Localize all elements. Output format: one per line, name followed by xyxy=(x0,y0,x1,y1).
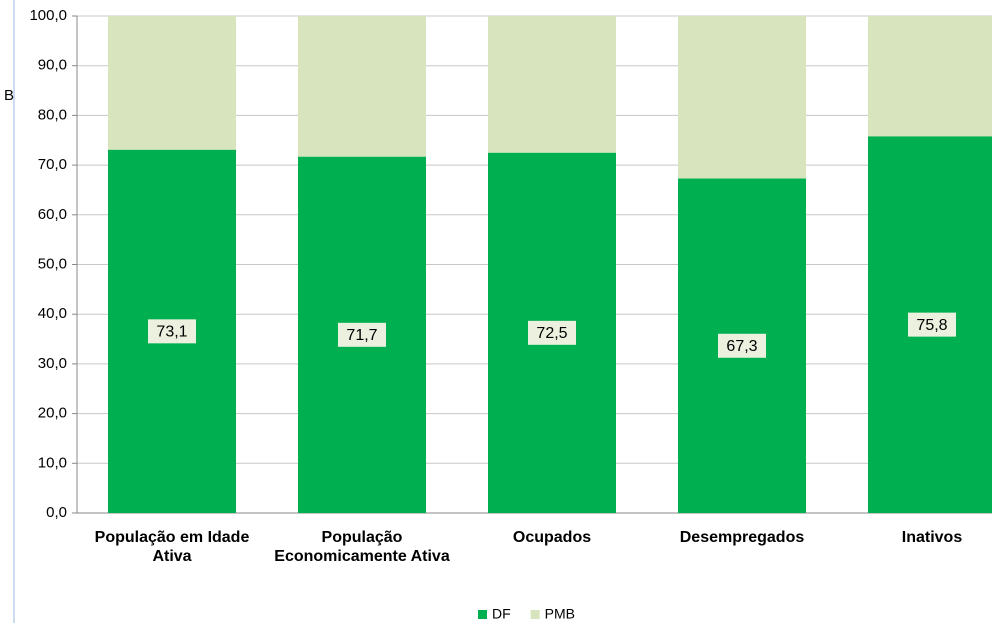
x-tick-label: População Economicamente Ativa xyxy=(274,529,450,565)
y-tick-label: 40,0 xyxy=(38,305,67,322)
legend-label: PMB xyxy=(545,606,575,622)
data-label: 73,1 xyxy=(156,324,187,341)
data-label-box xyxy=(528,320,576,345)
data-label: 72,5 xyxy=(536,325,567,342)
legend-swatch xyxy=(530,610,540,619)
y-tick-label: 50,0 xyxy=(38,255,67,272)
y-tick-label: 20,0 xyxy=(38,405,67,422)
y-tick-label: 30,0 xyxy=(38,355,67,372)
bar-segment xyxy=(678,16,806,179)
x-tick-label: Desempregados xyxy=(679,529,805,546)
y-tick-label: 10,0 xyxy=(38,454,67,471)
y-tick-label: 70,0 xyxy=(38,156,67,173)
y-tick-label: 90,0 xyxy=(38,57,67,74)
y-tick-label: 0,0 xyxy=(46,504,67,521)
data-label: 75,8 xyxy=(916,317,947,334)
legend-label: DF xyxy=(492,606,511,622)
x-tick-label: População em Idade Ativa xyxy=(94,529,250,565)
data-label: 67,3 xyxy=(726,338,757,355)
bar-segment xyxy=(298,16,426,157)
legend-swatch xyxy=(478,610,487,619)
data-label-box xyxy=(148,319,196,344)
y-tick-label: 80,0 xyxy=(38,106,67,123)
y-tick-label: 60,0 xyxy=(38,206,67,223)
bar-segment xyxy=(108,16,236,150)
x-tick-label: Inativos xyxy=(901,529,963,546)
bar-segment xyxy=(868,16,992,137)
data-label: 71,7 xyxy=(346,327,377,344)
y-tick-label: 100,0 xyxy=(29,7,67,24)
data-label-box xyxy=(908,312,956,337)
data-label-box xyxy=(718,333,766,358)
bar-segment xyxy=(488,16,616,153)
axis-label-fragment: B xyxy=(4,87,14,104)
data-label-box xyxy=(338,322,386,347)
x-tick-label: Ocupados xyxy=(512,529,592,546)
